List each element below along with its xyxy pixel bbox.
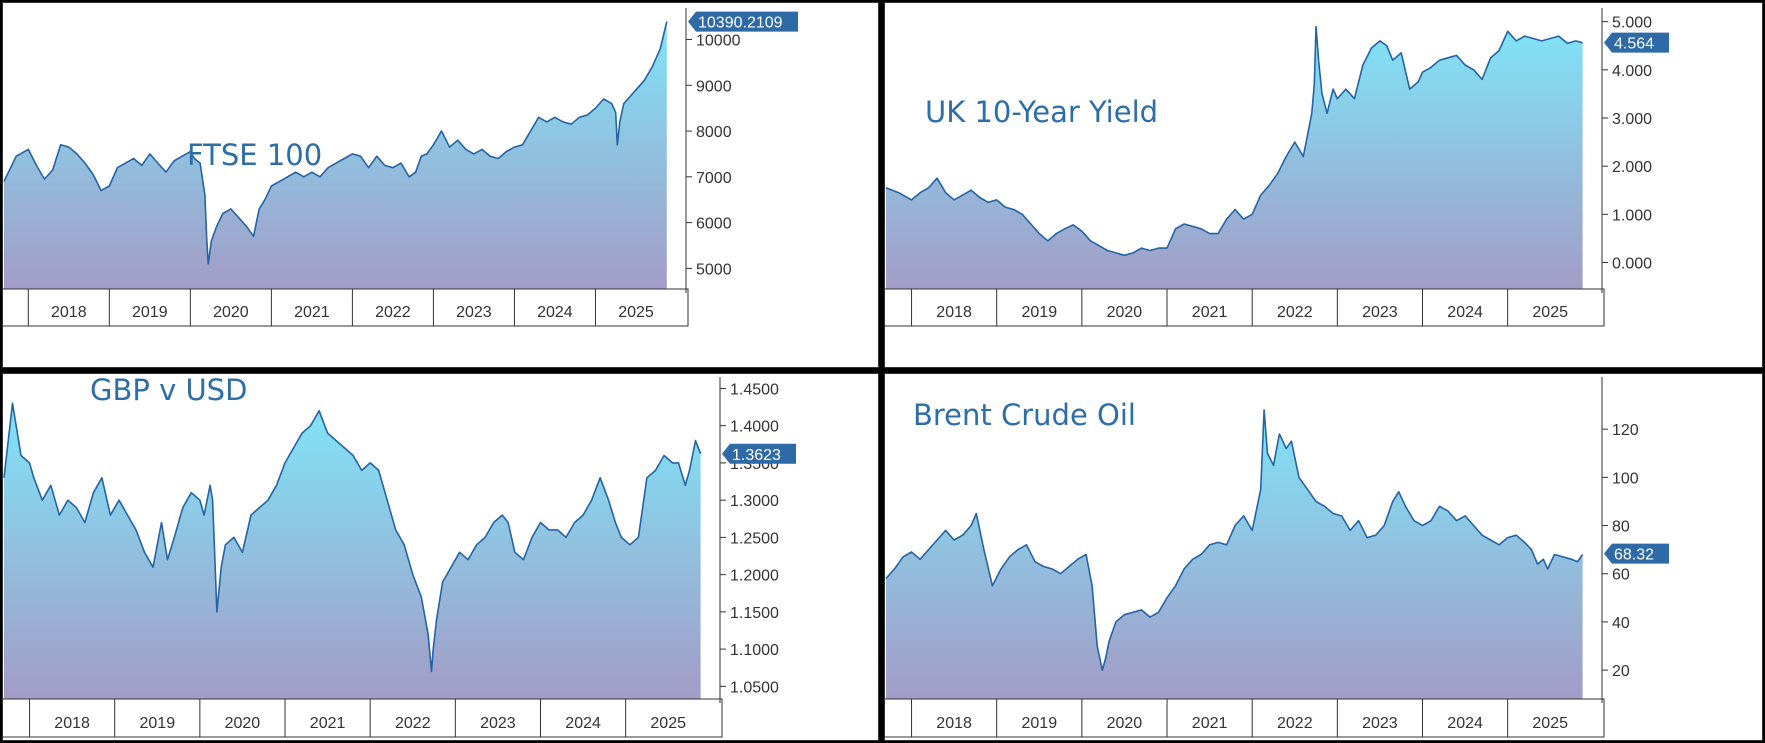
series-line — [885, 409, 1584, 671]
y-tick-label: 10000 — [696, 32, 741, 49]
x-axis-band — [2, 288, 689, 327]
x-tick-label: 2023 — [1362, 715, 1398, 732]
x-tick-label: 2021 — [294, 304, 330, 321]
y-tick-label: 1.0500 — [730, 679, 779, 696]
x-tick-label: 2025 — [1532, 304, 1568, 321]
x-tick-label: 2020 — [213, 304, 249, 321]
x-tick-label: 2025 — [1532, 715, 1568, 732]
last-value-label: 1.3623 — [732, 447, 781, 464]
y-tick-label: 20 — [1612, 663, 1630, 680]
y-tick-label: 1.1500 — [730, 605, 779, 622]
x-tick-label: 2025 — [618, 304, 654, 321]
y-tick-label: 1.000 — [1612, 207, 1652, 224]
y-tick-label: 60 — [1612, 567, 1630, 584]
panel-frame — [2, 2, 879, 368]
chart-title: UK 10-Year Yield — [925, 95, 1159, 129]
x-tick-label: 2019 — [1022, 715, 1058, 732]
last-value-label: 10390.2109 — [698, 15, 783, 32]
panel-frame — [884, 2, 1763, 368]
series-area — [4, 21, 667, 289]
x-tick-label: 2018 — [936, 304, 972, 321]
series-line — [3, 402, 702, 673]
x-tick-label: 2024 — [565, 715, 601, 732]
y-tick-label: 5.000 — [1612, 15, 1652, 32]
brent-crude-oil-chart: 2018 2019 2020 2021 2022 2023 2024 2025 20 40 60 80… — [884, 373, 1763, 741]
last-value-tag — [1604, 543, 1669, 564]
x-tick-label: 2024 — [1447, 715, 1483, 732]
ftse-100-chart: 2018 2019 2020 2021 2022 2023 2024 2025 5000 6000… — [2, 2, 879, 368]
y-tick-label: 2.000 — [1612, 159, 1652, 176]
uk-10-year-yield-chart-panel: 2018 2019 2020 2021 2022 2023 2024 2025 0.000 1.0… — [884, 2, 1763, 368]
x-tick-label: 2024 — [537, 304, 573, 321]
series-line — [885, 25, 1583, 257]
y-tick-label: 80 — [1612, 519, 1630, 536]
last-value-label: 4.564 — [1614, 36, 1654, 53]
last-value-tag — [1604, 32, 1669, 53]
y-tick-label: 1.3000 — [730, 493, 779, 510]
chart-title: Brent Crude Oil — [913, 398, 1136, 432]
x-tick-label: 2022 — [375, 304, 411, 321]
x-tick-label: 2021 — [310, 715, 346, 732]
y-tick-label: 6000 — [696, 216, 732, 233]
x-tick-label: 2019 — [132, 304, 168, 321]
x-tick-label: 2019 — [1022, 304, 1058, 321]
y-tick-label: 1.2000 — [730, 568, 779, 585]
last-value-tag — [722, 443, 796, 464]
y-tick-label: 120 — [1612, 422, 1639, 439]
x-tick-label: 2022 — [1277, 715, 1313, 732]
x-tick-label: 2019 — [140, 715, 176, 732]
x-tick-label: 2021 — [1192, 304, 1228, 321]
x-tick-label: 2021 — [1192, 715, 1228, 732]
panel-frame — [2, 373, 879, 741]
y-tick-label: 1.1000 — [730, 642, 779, 659]
series-area — [886, 409, 1583, 699]
last-value-label: 68.32 — [1614, 547, 1654, 564]
y-tick-label: 1.4000 — [730, 419, 779, 436]
x-tick-label: 2020 — [225, 715, 261, 732]
y-tick-label: 4.000 — [1612, 63, 1652, 80]
y-tick-label: 7000 — [696, 170, 732, 187]
series-area — [886, 26, 1583, 289]
y-tick-label: 8000 — [696, 124, 732, 141]
x-tick-label: 2024 — [1447, 304, 1483, 321]
gbp-v-usd-chart: 2018 2019 2020 2021 2022 2023 2024 2025 1.0500 1.… — [2, 373, 879, 741]
x-axis-band — [884, 288, 1605, 327]
x-tick-label: 2018 — [54, 715, 90, 732]
ftse-100-chart-panel: 2018 2019 2020 2021 2022 2023 2024 2025 5000 6000… — [2, 2, 879, 368]
x-tick-label: 2018 — [51, 304, 87, 321]
y-tick-label: 1.4500 — [730, 381, 779, 398]
y-tick-label: 40 — [1612, 615, 1630, 632]
series-area — [4, 403, 701, 699]
x-tick-label: 2022 — [1277, 304, 1313, 321]
y-tick-label: 3.000 — [1612, 111, 1652, 128]
chart-title: FTSE 100 — [187, 138, 323, 172]
x-tick-label: 2022 — [395, 715, 431, 732]
x-axis-band — [2, 698, 723, 738]
brent-crude-oil-chart-panel: 2018 2019 2020 2021 2022 2023 2024 2025 20 40 60 80… — [884, 373, 1763, 741]
chart-title: GBP v USD — [90, 373, 248, 407]
y-tick-label: 9000 — [696, 78, 732, 95]
y-tick-label: 5000 — [696, 261, 732, 278]
x-tick-label: 2020 — [1107, 715, 1143, 732]
last-value-tag — [688, 11, 798, 32]
y-tick-label: 1.2500 — [730, 530, 779, 547]
x-tick-label: 2020 — [1107, 304, 1143, 321]
uk-10-year-yield-chart: 2018 2019 2020 2021 2022 2023 2024 2025 0.000 1.0… — [884, 2, 1763, 368]
x-tick-label: 2023 — [456, 304, 492, 321]
x-tick-label: 2023 — [1362, 304, 1398, 321]
x-tick-label: 2023 — [480, 715, 516, 732]
y-tick-label: 0.000 — [1612, 256, 1652, 273]
y-tick-label: 100 — [1612, 470, 1639, 487]
series-line — [3, 21, 668, 265]
x-tick-label: 2025 — [650, 715, 686, 732]
gbp-v-usd-chart-panel: 2018 2019 2020 2021 2022 2023 2024 2025 1.0500 1.… — [2, 373, 879, 741]
panel-frame — [884, 373, 1763, 741]
x-axis-band — [884, 698, 1605, 738]
x-tick-label: 2018 — [936, 715, 972, 732]
